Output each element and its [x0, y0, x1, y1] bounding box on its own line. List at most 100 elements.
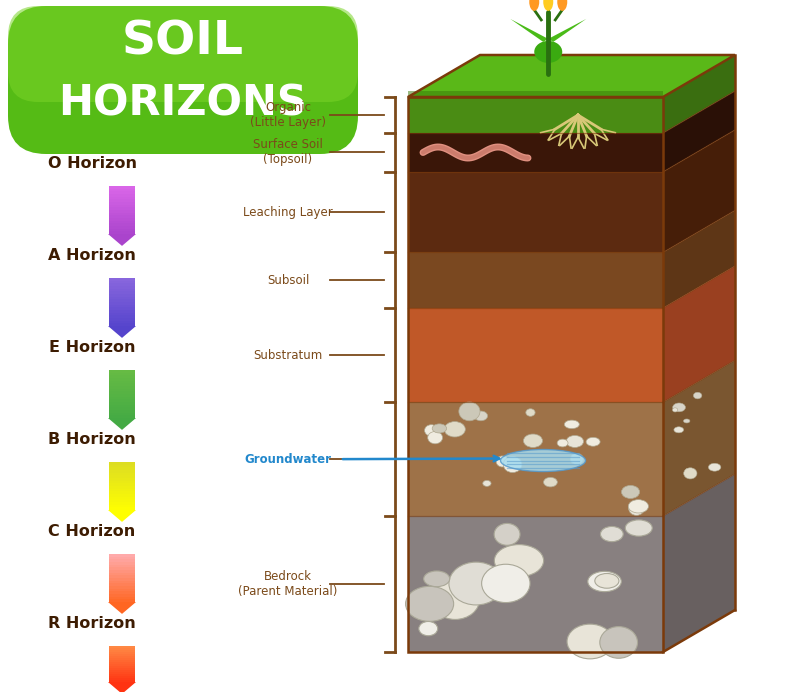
Ellipse shape — [684, 468, 697, 479]
Bar — [109, 676, 135, 678]
Bar — [109, 318, 135, 320]
Ellipse shape — [567, 624, 613, 659]
Ellipse shape — [708, 463, 721, 471]
Bar — [109, 302, 135, 304]
Bar — [109, 664, 135, 666]
Ellipse shape — [629, 500, 645, 516]
Ellipse shape — [558, 0, 567, 11]
Ellipse shape — [424, 571, 450, 587]
Bar — [109, 507, 135, 510]
Bar — [109, 565, 135, 567]
Ellipse shape — [595, 574, 619, 588]
Ellipse shape — [557, 439, 568, 447]
Bar — [109, 402, 135, 405]
Polygon shape — [108, 234, 136, 246]
Ellipse shape — [494, 545, 544, 576]
Bar — [109, 594, 135, 597]
Bar — [109, 297, 135, 300]
Bar — [109, 658, 135, 660]
Bar — [109, 554, 135, 556]
Bar — [109, 654, 135, 656]
Bar — [109, 648, 135, 650]
Ellipse shape — [628, 500, 649, 513]
Polygon shape — [663, 266, 735, 402]
Bar — [109, 410, 135, 412]
Text: Surface Soil
(Topsoil): Surface Soil (Topsoil) — [253, 138, 323, 167]
Bar — [408, 253, 663, 308]
Bar — [109, 502, 135, 504]
Bar — [109, 307, 135, 310]
Bar — [109, 462, 135, 464]
Bar — [109, 597, 135, 599]
Polygon shape — [663, 474, 735, 652]
Bar — [109, 191, 135, 194]
Bar — [109, 500, 135, 502]
Bar — [109, 567, 135, 570]
Bar — [109, 650, 135, 652]
Bar — [109, 215, 135, 218]
Bar — [109, 313, 135, 316]
Bar — [109, 386, 135, 389]
Bar — [109, 218, 135, 221]
FancyBboxPatch shape — [8, 6, 358, 154]
Bar — [109, 210, 135, 212]
Ellipse shape — [419, 621, 438, 636]
Bar — [109, 320, 135, 323]
Polygon shape — [108, 326, 136, 338]
Text: SOIL: SOIL — [122, 19, 244, 64]
Text: Bedrock
(Parent Material): Bedrock (Parent Material) — [238, 570, 338, 598]
Ellipse shape — [626, 520, 652, 536]
Polygon shape — [548, 19, 586, 42]
Bar — [109, 578, 135, 581]
Ellipse shape — [526, 409, 535, 417]
Bar — [408, 97, 663, 652]
Text: Subsoil: Subsoil — [267, 273, 309, 286]
Bar — [109, 674, 135, 676]
Bar — [109, 286, 135, 289]
Bar — [109, 231, 135, 234]
Bar — [109, 486, 135, 489]
Bar — [109, 504, 135, 507]
Bar — [109, 581, 135, 583]
Bar — [408, 308, 663, 402]
Bar — [109, 670, 135, 672]
Ellipse shape — [444, 421, 466, 437]
Ellipse shape — [482, 564, 530, 603]
Bar — [109, 678, 135, 680]
Ellipse shape — [534, 41, 562, 63]
Ellipse shape — [673, 408, 678, 412]
Ellipse shape — [474, 411, 488, 421]
Text: Leaching Layer: Leaching Layer — [243, 206, 333, 219]
Polygon shape — [108, 418, 136, 430]
Bar — [109, 583, 135, 586]
Ellipse shape — [494, 523, 520, 545]
Bar — [109, 660, 135, 662]
Bar — [408, 133, 663, 172]
Bar — [109, 652, 135, 654]
Bar — [109, 375, 135, 378]
Bar — [109, 494, 135, 497]
Polygon shape — [663, 91, 735, 172]
Text: HORIZONS: HORIZONS — [58, 83, 307, 125]
Text: R Horizon: R Horizon — [48, 617, 136, 632]
Bar — [109, 470, 135, 473]
Bar — [109, 224, 135, 226]
Bar — [109, 278, 135, 281]
Bar — [109, 467, 135, 470]
Bar — [109, 378, 135, 381]
Bar — [109, 202, 135, 205]
Bar — [109, 489, 135, 491]
Bar — [109, 589, 135, 592]
Ellipse shape — [683, 419, 690, 423]
Ellipse shape — [685, 468, 691, 473]
Bar — [109, 592, 135, 594]
Bar — [109, 570, 135, 573]
Ellipse shape — [600, 627, 638, 658]
Bar — [109, 392, 135, 394]
Bar — [109, 373, 135, 375]
Bar — [109, 481, 135, 483]
Text: Organic
(Little Layer): Organic (Little Layer) — [250, 101, 326, 129]
Bar — [109, 562, 135, 565]
Text: E Horizon: E Horizon — [49, 340, 135, 356]
Polygon shape — [108, 602, 136, 614]
